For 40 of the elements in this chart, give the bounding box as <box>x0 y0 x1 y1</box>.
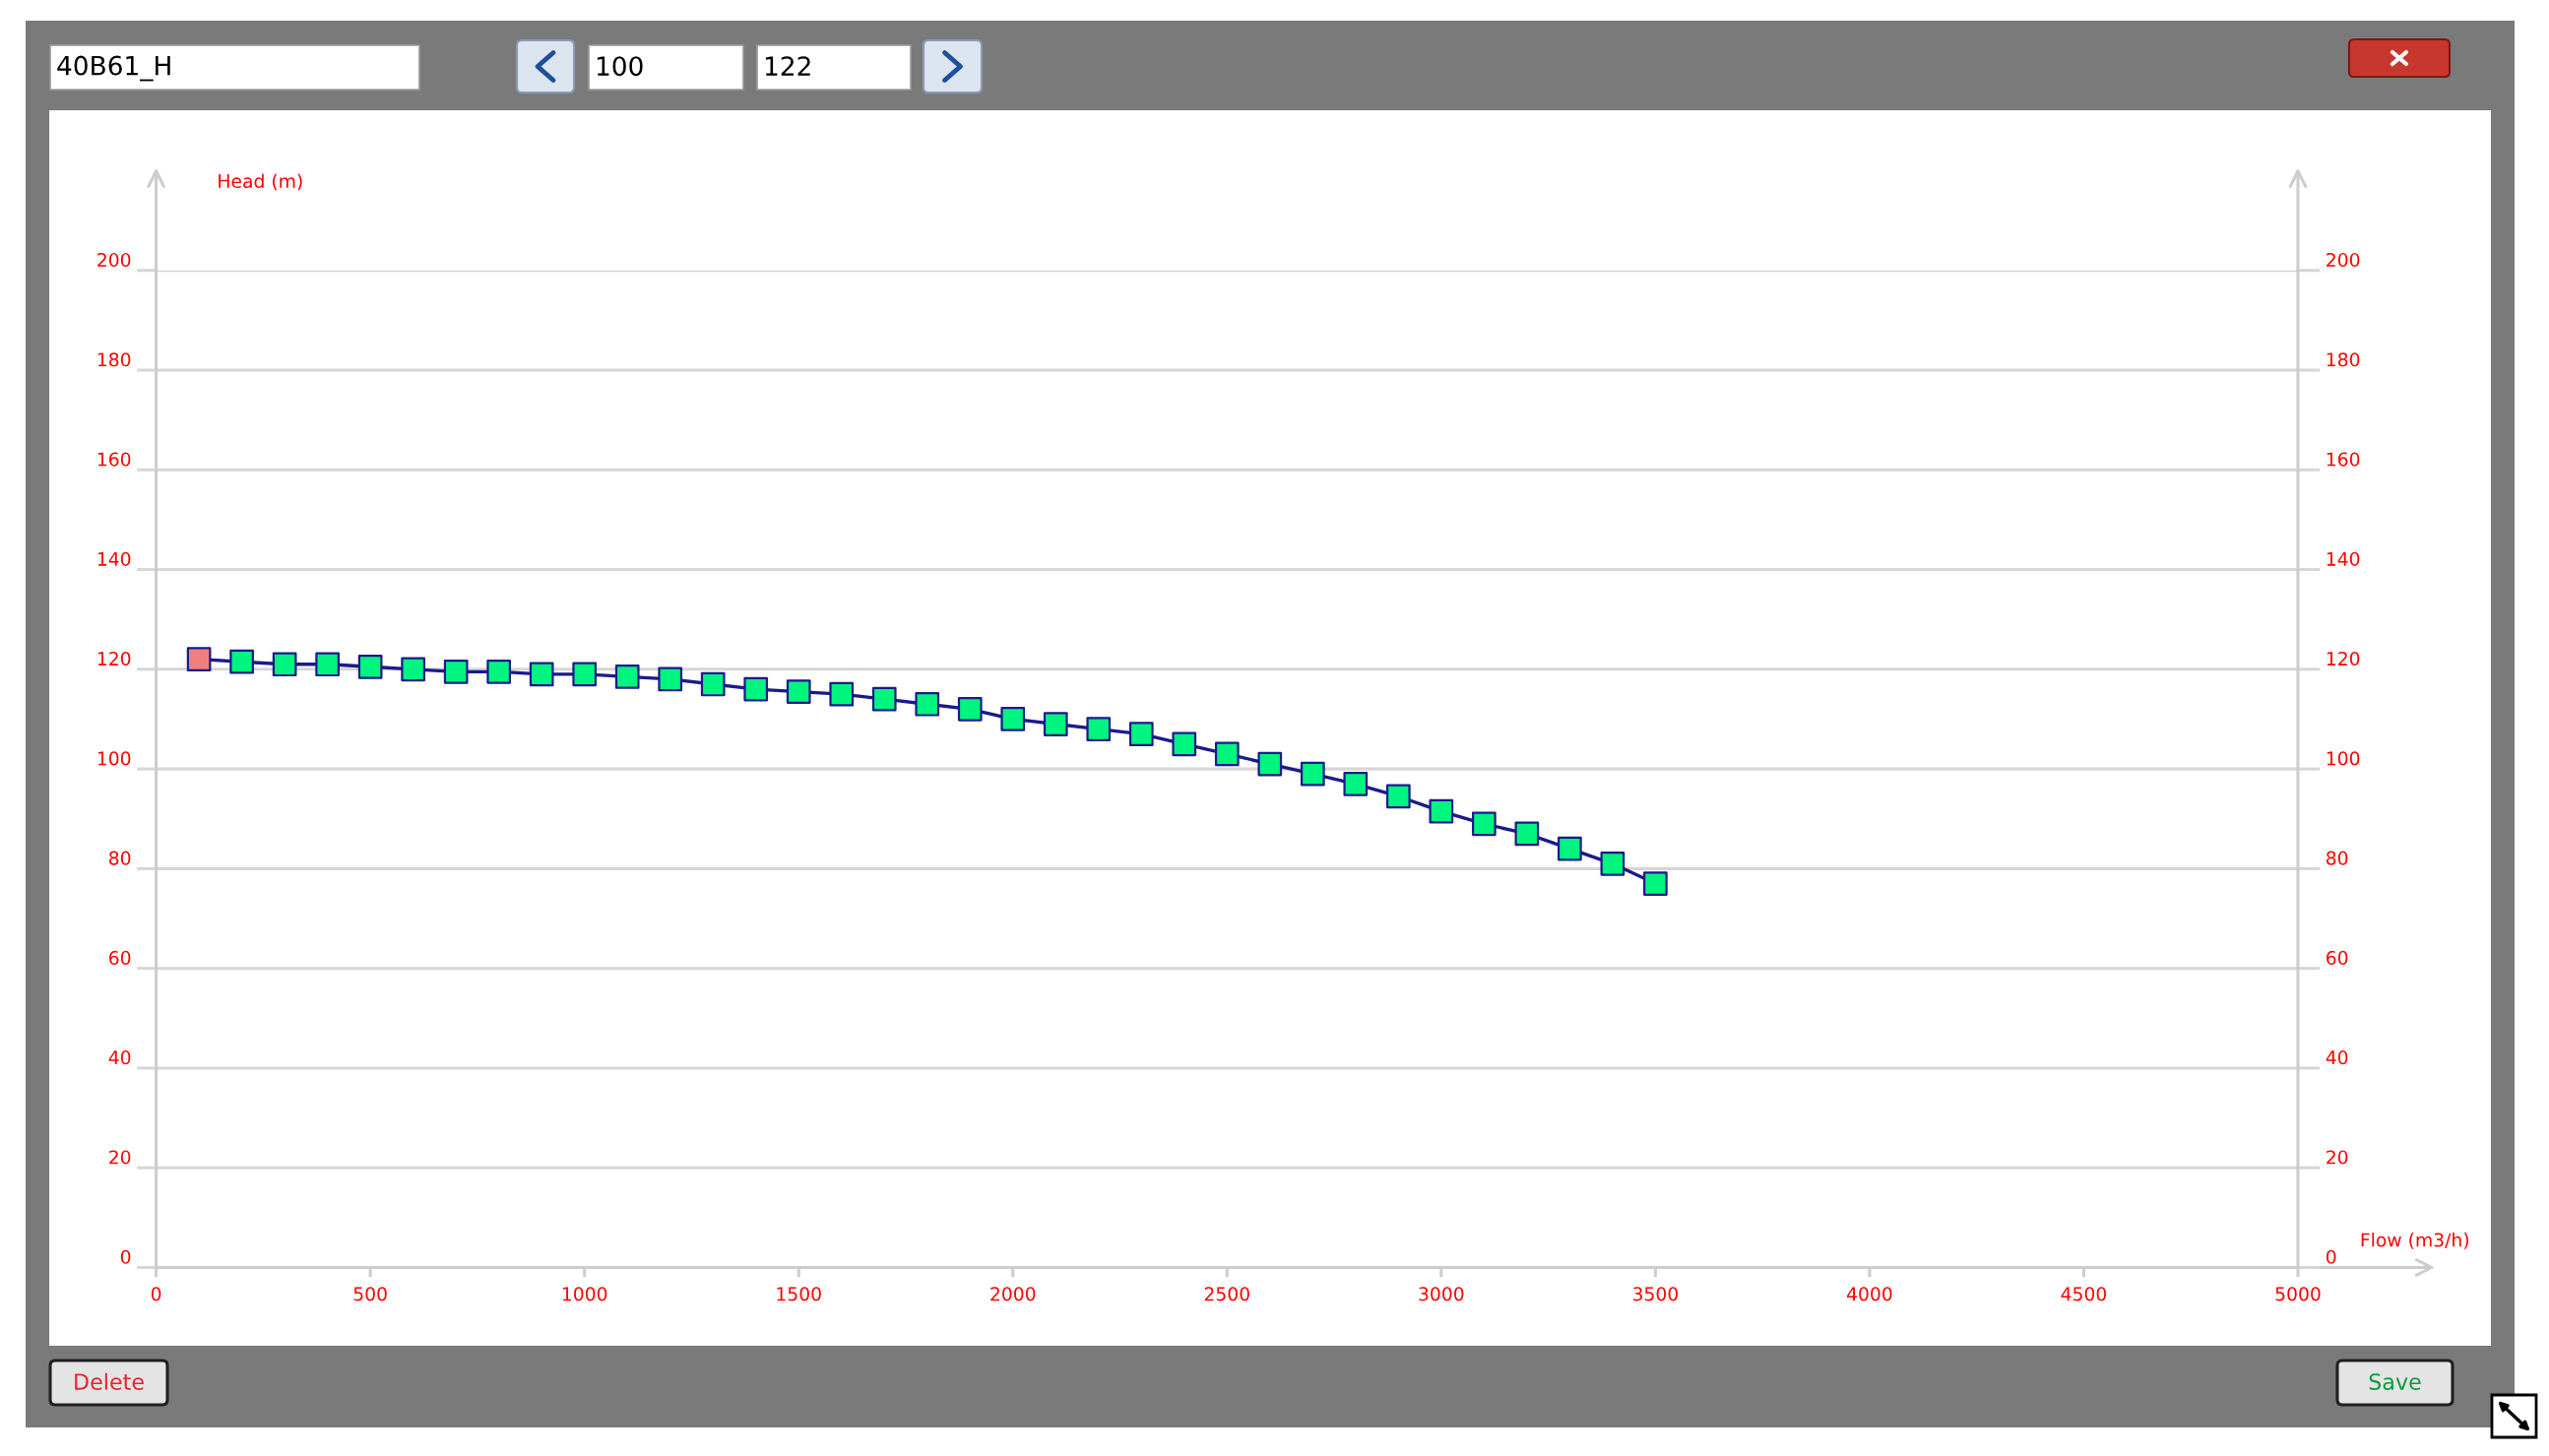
y-tick-label: 160 <box>97 452 131 467</box>
text: 100 <box>597 56 643 77</box>
y-tick-label: 0 <box>120 1249 131 1264</box>
y2-tick-label: 0 <box>2326 1249 2336 1264</box>
y2-tick-label: 20 <box>2326 1150 2348 1165</box>
y-tick-label: 120 <box>97 652 131 666</box>
y2-tick-label: 180 <box>2326 352 2360 367</box>
y2-tick-label: 120 <box>2326 652 2360 666</box>
y-tick-label: 180 <box>97 352 131 367</box>
y-tick-label: 100 <box>97 751 131 766</box>
text: 40B61_H <box>57 55 170 82</box>
y-tick-label: 200 <box>97 252 131 268</box>
text: Delete <box>75 1372 144 1390</box>
x-tick-label: 4500 <box>2061 1287 2107 1301</box>
y-tick-label: 140 <box>97 551 131 566</box>
x-tick-label: 1500 <box>777 1287 821 1301</box>
x-axis-title: Flow (m3/h) <box>2361 1233 2469 1249</box>
y-axis-title: Head (m) <box>219 173 302 191</box>
y2-tick-label: 200 <box>2326 252 2360 268</box>
x-tick-label: 5000 <box>2275 1287 2321 1301</box>
y2-tick-label: 80 <box>2326 851 2348 865</box>
y2-tick-label: 140 <box>2326 551 2360 566</box>
y-tick-label: 40 <box>108 1050 131 1065</box>
y2-tick-label: 40 <box>2326 1050 2348 1065</box>
y2-tick-label: 160 <box>2326 452 2360 467</box>
y-tick-label: 60 <box>109 950 131 966</box>
x-tick-label: 2500 <box>1204 1287 1249 1301</box>
x-tick-label: 0 <box>151 1287 161 1301</box>
x-tick-label: 4000 <box>1846 1287 1892 1301</box>
y2-tick-label: 100 <box>2326 751 2360 766</box>
x-tick-label: 3500 <box>1632 1287 1678 1301</box>
x-tick-label: 500 <box>353 1287 387 1301</box>
text: 122 <box>765 56 810 76</box>
y2-tick-label: 60 <box>2326 950 2348 966</box>
y-tick-label: 80 <box>109 851 131 865</box>
x-tick-label: 1000 <box>562 1287 607 1301</box>
x-tick-label: 3000 <box>1419 1287 1464 1301</box>
text: Save <box>2369 1373 2421 1390</box>
x-tick-label: 2000 <box>990 1287 1036 1301</box>
y-tick-label: 20 <box>109 1150 131 1165</box>
